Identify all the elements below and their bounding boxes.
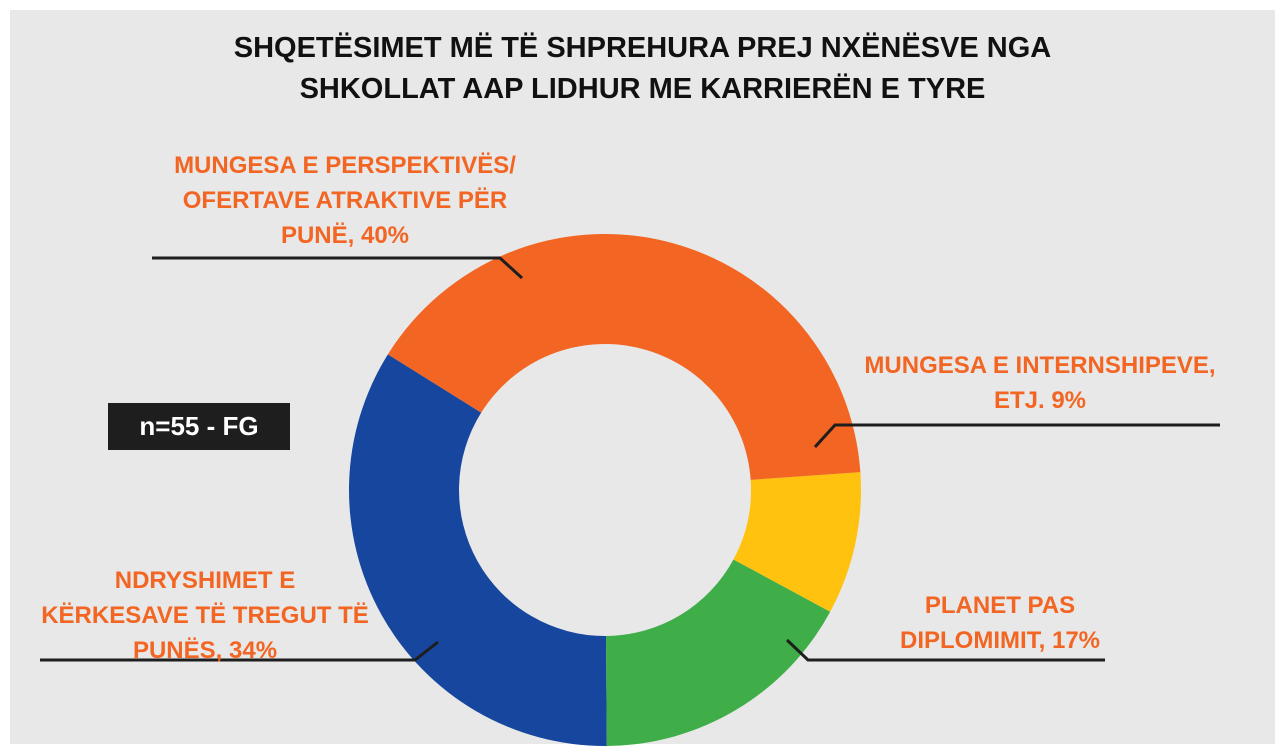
segment-label: MUNGESA E INTERNSHIPEVE, ETJ. 9% xyxy=(864,352,1216,414)
donut-segment xyxy=(348,354,607,746)
donut-segment xyxy=(733,472,861,612)
leader-lines xyxy=(40,256,1220,662)
annotation: n=55 - FG xyxy=(108,403,290,450)
leader-line xyxy=(40,640,439,662)
chart-title: SHQETËSIMET MË TË SHPREHURA PREJ NXËNËSV… xyxy=(233,32,1052,105)
segment-label: NDRYSHIMET E KËRKESAVE TË TREGUT TË PUNË… xyxy=(41,567,369,664)
panel xyxy=(10,10,1275,744)
leader-line xyxy=(813,423,1220,449)
segment-label: PLANET PAS DIPLOMIMIT, 17% xyxy=(899,592,1101,654)
leader-line xyxy=(785,638,1105,662)
donut-segment xyxy=(387,234,861,480)
leader-line xyxy=(152,256,524,280)
segment-label: MUNGESA E PERSPEKTIVËS/ OFERTAVE ATRAKTI… xyxy=(174,152,516,249)
donut-segment xyxy=(606,559,831,746)
